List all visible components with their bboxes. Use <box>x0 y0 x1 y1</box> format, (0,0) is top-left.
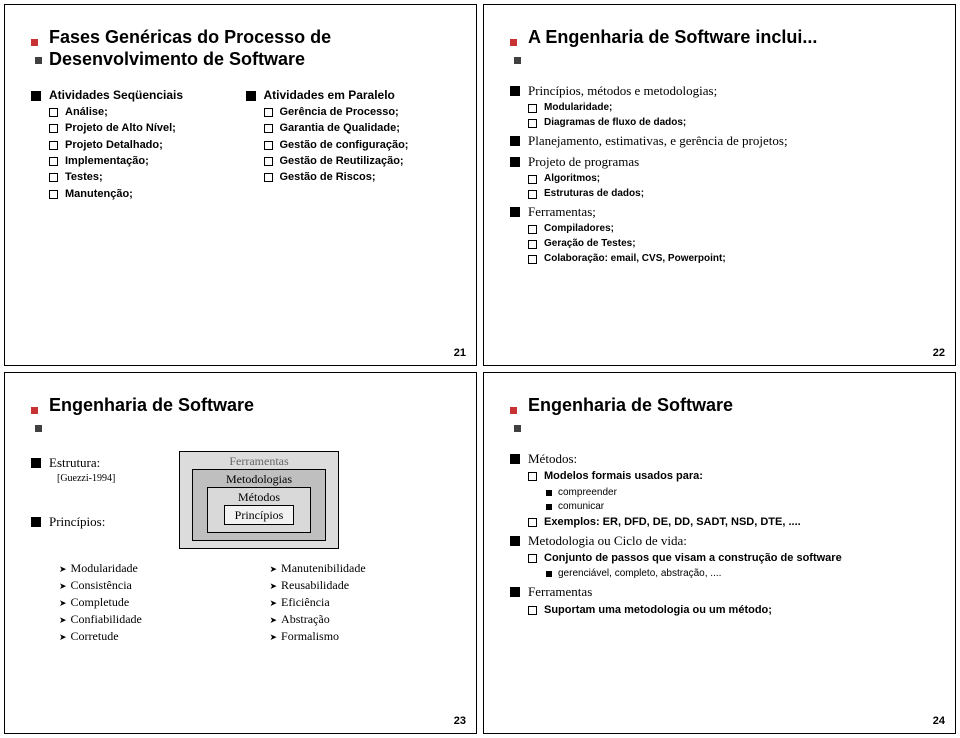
list-item: Planejamento, estimativas, e gerência de… <box>510 133 929 149</box>
list-item: Gestão de Reutilização; <box>264 154 451 168</box>
list-item: Estruturas de dados; <box>528 187 929 200</box>
page-number: 23 <box>454 715 466 727</box>
list-item: Gestão de Riscos; <box>264 170 451 184</box>
slide-2: A Engenharia de Software inclui... Princ… <box>483 4 956 366</box>
principios-label: Princípios: <box>31 514 151 530</box>
list-item: Garantia de Qualidade; <box>264 121 451 135</box>
page-number: 22 <box>933 347 945 359</box>
list-item: Projeto Detalhado; <box>49 138 236 152</box>
list-item: Reusabilidade <box>270 578 451 593</box>
layer-ferramentas: Ferramentas Metodologias Métodos Princíp… <box>179 451 339 549</box>
title-bullet-icon <box>510 27 528 69</box>
list-item: Completude <box>59 595 240 610</box>
list-item: Diagramas de fluxo de dados; <box>528 116 929 129</box>
slide-title: A Engenharia de Software inclui... <box>528 27 817 49</box>
title-bullet-icon <box>510 395 528 437</box>
list-item: Consistência <box>59 578 240 593</box>
list-item: Métodos: <box>510 451 929 467</box>
body: Princípios, métodos e metodologias; Modu… <box>510 83 929 265</box>
list-item: Gerência de Processo; <box>264 105 451 119</box>
top-row: Estrutura: [Guezzi-1994] Princípios: Fer… <box>31 451 450 559</box>
list-item: Eficiência <box>270 595 451 610</box>
slide-1: Fases Genéricas do Processo de Desenvolv… <box>4 4 477 366</box>
page-number: 24 <box>933 715 945 727</box>
list-item: gerenciável, completo, abstração, .... <box>546 567 929 580</box>
list-item: Princípios, métodos e metodologias; <box>510 83 929 99</box>
slide-4: Engenharia de Software Métodos: Modelos … <box>483 372 956 734</box>
layered-diagram: Ferramentas Metodologias Métodos Princíp… <box>179 451 339 549</box>
list-item: Colaboração: email, CVS, Powerpoint; <box>528 252 929 265</box>
list-item: Exemplos: ER, DFD, DE, DD, SADT, NSD, DT… <box>528 515 929 529</box>
list-item: compreender <box>546 486 929 499</box>
layer-principios: Princípios <box>224 505 294 525</box>
list-item: Suportam uma metodologia ou um método; <box>528 603 929 617</box>
list-item: Abstração <box>270 612 451 627</box>
title-row: Fases Genéricas do Processo de Desenvolv… <box>31 27 450 70</box>
reference: [Guezzi-1994] <box>57 473 151 484</box>
principles-list: Modularidade Consistência Completude Con… <box>59 559 450 646</box>
list-head: Atividades em Paralelo <box>246 88 451 103</box>
left-column: Atividades Seqüenciais Análise; Projeto … <box>31 84 236 203</box>
title-bullet-icon <box>31 395 49 437</box>
estrutura-label: Estrutura: <box>31 455 151 471</box>
list-item: Ferramentas; <box>510 204 929 220</box>
list-item: Projeto de Alto Nível; <box>49 121 236 135</box>
slide-title: Fases Genéricas do Processo de Desenvolv… <box>49 27 450 70</box>
list-item: Modularidade <box>59 561 240 576</box>
title-bullet-icon <box>31 27 49 69</box>
list-item: Implementação; <box>49 154 236 168</box>
list-item: Formalismo <box>270 629 451 644</box>
list-item: Testes; <box>49 170 236 184</box>
slide-title: Engenharia de Software <box>528 395 733 417</box>
list-item: Manutenção; <box>49 187 236 201</box>
two-column-body: Atividades Seqüenciais Análise; Projeto … <box>31 84 450 203</box>
title-row: Engenharia de Software <box>31 395 450 437</box>
slide-3: Engenharia de Software Estrutura: [Guezz… <box>4 372 477 734</box>
slide-title: Engenharia de Software <box>49 395 254 417</box>
list-item: Geração de Testes; <box>528 237 929 250</box>
list-item: Gestão de configuração; <box>264 138 451 152</box>
list-item: Conjunto de passos que visam a construçã… <box>528 551 929 565</box>
title-row: Engenharia de Software <box>510 395 929 437</box>
list-item: Corretude <box>59 629 240 644</box>
list-item: Confiabilidade <box>59 612 240 627</box>
left-labels: Estrutura: [Guezzi-1994] Princípios: <box>31 451 151 533</box>
title-row: A Engenharia de Software inclui... <box>510 27 929 69</box>
list-item: Manutenibilidade <box>270 561 451 576</box>
list-item: Projeto de programas <box>510 154 929 170</box>
list-item: Metodologia ou Ciclo de vida: <box>510 533 929 549</box>
list-head: Atividades Seqüenciais <box>31 88 236 103</box>
list-item: Análise; <box>49 105 236 119</box>
body: Métodos: Modelos formais usados para: co… <box>510 451 929 617</box>
list-item: Algoritmos; <box>528 172 929 185</box>
layer-metodologias: Metodologias Métodos Princípios <box>192 469 326 541</box>
list-item: Modelos formais usados para: <box>528 469 929 483</box>
list-item: Compiladores; <box>528 222 929 235</box>
list-item: Modularidade; <box>528 101 929 114</box>
list-item: Ferramentas <box>510 584 929 600</box>
page-number: 21 <box>454 347 466 359</box>
right-column: Atividades em Paralelo Gerência de Proce… <box>246 84 451 203</box>
layer-metodos: Métodos Princípios <box>207 487 311 533</box>
list-item: comunicar <box>546 500 929 513</box>
